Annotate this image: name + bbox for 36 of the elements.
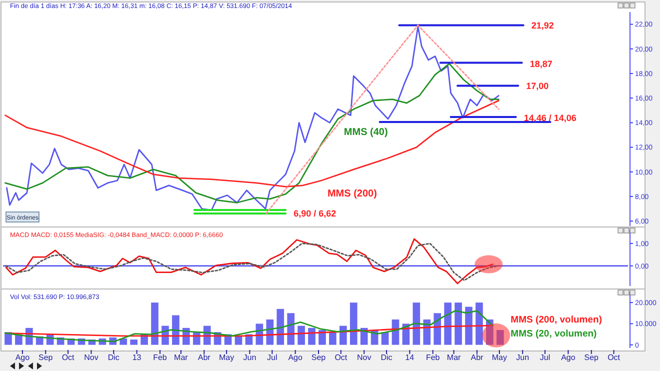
- annotation: 6,90 / 6,62: [294, 208, 336, 218]
- x-tick-label: Sep: [311, 353, 326, 362]
- annotation: 18,87: [530, 58, 552, 69]
- x-tick-label: Abr: [198, 353, 211, 362]
- annotation: 21,92: [531, 20, 554, 30]
- x-tick-label: Oct: [608, 353, 621, 362]
- x-tick-label: Abr: [470, 353, 484, 362]
- x-tick-label: Feb: [426, 353, 440, 362]
- x-tick-label: Dic: [108, 353, 120, 362]
- x-tick-label: Dic: [380, 353, 392, 362]
- annotation: 17,00: [526, 80, 549, 91]
- annotation: 14,46 / 14,06: [524, 113, 576, 124]
- x-tick-label: Ago: [561, 353, 576, 362]
- x-tick-label: Jul: [267, 353, 278, 362]
- series-label: MMS (200, volumen): [510, 314, 602, 326]
- x-tick-label: Oct: [334, 353, 348, 362]
- series-label: MMS (40): [344, 127, 388, 138]
- x-tick-label: Sep: [38, 353, 54, 362]
- x-tick-label: Oct: [62, 353, 76, 362]
- x-tick-label: Mar: [446, 353, 462, 362]
- x-tick-label: May: [218, 353, 234, 362]
- x-tick-label: May: [492, 353, 507, 362]
- x-tick-label: Jun: [516, 353, 530, 362]
- x-tick-label: Nov: [356, 353, 372, 362]
- x-tick-label: Jul: [540, 353, 550, 362]
- x-tick-label: Mar: [174, 353, 188, 362]
- x-tick-label: Ago: [288, 353, 303, 362]
- x-tick-label: Nov: [84, 353, 98, 362]
- series-label: MMS (200): [327, 188, 377, 200]
- x-tick-label: Ago: [15, 353, 30, 362]
- x-tick-label: 14: [405, 353, 415, 362]
- x-tick-label: Feb: [153, 353, 168, 362]
- series-label: MMS (20, volumen): [510, 328, 597, 340]
- x-tick-label: Jun: [243, 353, 256, 362]
- x-tick-label: 13: [132, 353, 142, 362]
- x-tick-label: Sep: [584, 353, 600, 362]
